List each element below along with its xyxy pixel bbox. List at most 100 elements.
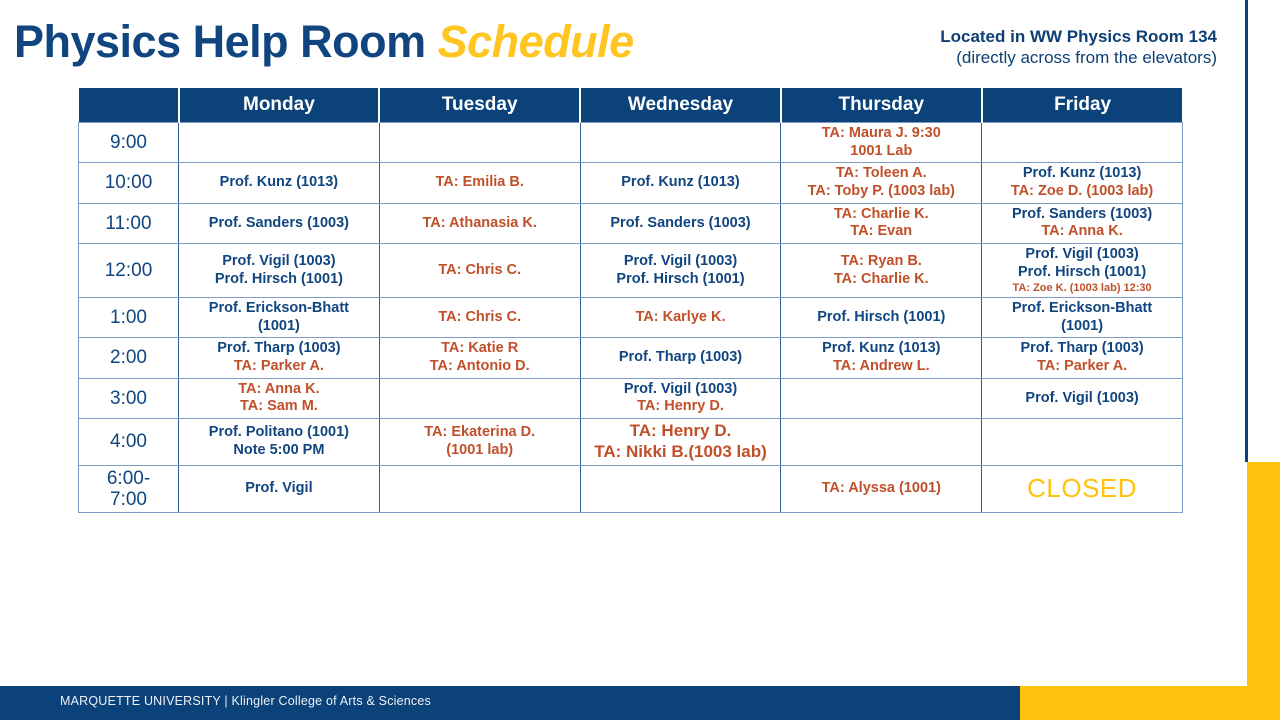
professor-entry: Prof. Sanders (1003) — [1011, 205, 1153, 222]
footer-bar — [0, 686, 1020, 720]
ta-entry: TA: Anna K. — [1041, 223, 1123, 240]
cell-lines: TA: Chris C. — [384, 309, 576, 327]
schedule-body: 9:00 TA: Maura J. 9:30 1001 Lab 10:00 Prof… — [78, 121, 1183, 514]
professor-entry: Prof. Kunz (1013) — [219, 174, 339, 191]
schedule-cell-monday-3: Prof. Vigil (1003) Prof. Hirsch (1001) — [178, 243, 380, 298]
ta-entry: TA: Maura J. 9:30 — [821, 125, 941, 141]
cell-lines: Prof. Tharp (1003) TA: Parker A. — [986, 340, 1178, 375]
professor-entry: Prof. Kunz (1013) — [1022, 165, 1142, 182]
schedule-cell-tuesday-8 — [378, 464, 581, 514]
table-row: 1:00 Prof. Erickson-Bhatt (1001) TA: Chris … — [78, 296, 1183, 339]
page-title-accent: Schedule — [437, 16, 635, 67]
professor-entry: Prof. Sanders (1003) — [610, 214, 751, 231]
table-row: 3:00 TA: Anna K. TA: Sam M. Prof. Vigil (1… — [78, 377, 1183, 420]
professor-entry: Prof. Hirsch (1001) — [817, 308, 946, 325]
table-header-row: Monday Tuesday Wednesday Thursday Friday — [78, 88, 1183, 123]
column-header-thursday: Thursday — [779, 88, 982, 123]
footer-text: MARQUETTE UNIVERSITY | Klingler College … — [60, 694, 431, 708]
professor-entry: Prof. Hirsch (1001) — [214, 270, 343, 287]
time-label-cell: 6:00- 7:00 — [78, 464, 179, 514]
schedule-table: Monday Tuesday Wednesday Thursday Friday… — [78, 88, 1183, 514]
cell-lines — [183, 133, 375, 153]
schedule-cell-monday-4: Prof. Erickson-Bhatt (1001) — [178, 296, 380, 339]
cell-lines: Prof. Sanders (1003) — [183, 215, 375, 233]
schedule-cell-wednesday-3: Prof. Vigil (1003) Prof. Hirsch (1001) — [579, 243, 782, 298]
page-title: Physics Help Room Schedule — [14, 16, 634, 68]
schedule-cell-wednesday-4: TA: Karlye K. — [579, 296, 782, 339]
time-label-cell: 10:00 — [78, 162, 179, 204]
professor-entry: Prof. Kunz (1013) — [621, 174, 740, 191]
cell-lines: Prof. Vigil (1003) Prof. Hirsch (1001) — [585, 253, 777, 288]
schedule-cell-tuesday-7: TA: Ekaterina D. (1001 lab) — [378, 418, 581, 466]
schedule-cell-friday-4: Prof. Erickson-Bhatt (1001) — [981, 296, 1183, 339]
ta-entry: TA: Toleen A. — [835, 165, 927, 182]
schedule-cell-thursday-3: TA: Ryan B. TA: Charlie K. — [780, 243, 983, 298]
cell-lines: Prof. Hirsch (1001) — [785, 309, 977, 327]
cell-lines: Prof. Erickson-Bhatt (1001) — [986, 300, 1178, 335]
cell-lines — [785, 432, 977, 452]
professor-entry: Prof. Hirsch (1001) — [1018, 263, 1147, 280]
professor-entry: Prof. Tharp (1003) — [217, 340, 341, 357]
cell-lines: TA: Maura J. 9:30 1001 Lab — [785, 125, 977, 160]
cell-lines: TA: Katie R TA: Antonio D. — [384, 340, 576, 375]
table-row: 6:00- 7:00 Prof. Vigil TA: Alyssa (1001) CL… — [78, 464, 1183, 514]
schedule-cell-thursday-8: TA: Alyssa (1001) — [780, 464, 983, 514]
professor-entry: Note 5:00 PM — [233, 441, 325, 458]
column-header-friday: Friday — [980, 88, 1183, 123]
schedule-cell-thursday-4: Prof. Hirsch (1001) — [780, 296, 983, 339]
cell-lines: TA: Chris C. — [384, 262, 576, 280]
cell-lines — [785, 389, 977, 409]
table-row: 12:00 Prof. Vigil (1003) Prof. Hirsch (100… — [78, 243, 1183, 298]
schedule-cell-friday-8: CLOSED — [981, 464, 1183, 514]
ta-entry: TA: Zoe D. (1003 lab) — [1010, 183, 1154, 200]
ta-entry: TA: Ryan B. — [840, 252, 922, 269]
schedule-cell-thursday-1: TA: Toleen A. TA: Toby P. (1003 lab) — [780, 162, 983, 204]
cell-lines: TA: Toleen A. TA: Toby P. (1003 lab) — [785, 165, 977, 200]
ta-entry: TA: Antonio D. — [429, 357, 530, 374]
schedule-cell-friday-3: Prof. Vigil (1003) Prof. Hirsch (1001) TA:… — [981, 243, 1183, 298]
professor-entry: Prof. Sanders (1003) — [208, 214, 350, 231]
schedule-cell-tuesday-3: TA: Chris C. — [378, 243, 581, 298]
cell-lines: Prof. Sanders (1003) — [585, 215, 777, 233]
ta-entry: (1001 lab) — [446, 441, 514, 458]
time-label-cell: 12:00 — [78, 243, 179, 298]
schedule-cell-tuesday-0 — [378, 121, 581, 164]
footer-yellow-block — [1020, 686, 1280, 720]
schedule-cell-monday-7: Prof. Politano (1001) Note 5:00 PM — [178, 418, 380, 466]
cell-lines: Prof. Erickson-Bhatt (1001) — [183, 300, 375, 335]
ta-entry: 1001 Lab — [850, 142, 913, 159]
table-row: 11:00 Prof. Sanders (1003) TA: Athanasia K… — [78, 202, 1183, 245]
schedule-cell-friday-2: Prof. Sanders (1003) TA: Anna K. — [981, 202, 1183, 245]
cell-lines: Prof. Vigil (1003) — [986, 390, 1178, 408]
schedule-cell-wednesday-5: Prof. Tharp (1003) — [579, 337, 782, 379]
professor-entry: (1001) — [257, 317, 300, 334]
table-row: 10:00 Prof. Kunz (1013) TA: Emilia B. Prof.… — [78, 162, 1183, 204]
professor-entry: Prof. Erickson-Bhatt — [208, 299, 349, 316]
ta-entry: TA: Charlie K. — [833, 270, 929, 287]
cell-lines: TA: Henry D. TA: Nikki B.(1003 lab) — [585, 421, 777, 462]
ta-entry: TA: Nikki B.(1003 lab) — [594, 441, 767, 461]
ta-entry: TA: Henry D. — [637, 398, 724, 415]
ta-entry: TA: Chris C. — [438, 308, 522, 325]
professor-entry: Prof. Vigil (1003) — [222, 252, 336, 269]
cell-lines — [585, 479, 777, 499]
ta-entry: TA: Katie R — [441, 340, 519, 357]
schedule-cell-wednesday-0 — [579, 121, 782, 164]
professor-entry: Prof. Vigil (1003) — [1025, 389, 1139, 406]
cell-lines — [384, 479, 576, 499]
schedule-cell-wednesday-7: TA: Henry D. TA: Nikki B.(1003 lab) — [579, 418, 782, 466]
ta-entry: TA: Zoe K. (1003 lab) 12:30 — [1012, 281, 1152, 294]
time-label-cell: 3:00 — [78, 377, 179, 420]
time-label-cell: 11:00 — [78, 202, 179, 245]
schedule-cell-tuesday-6 — [378, 377, 581, 420]
schedule-cell-wednesday-1: Prof. Kunz (1013) — [579, 162, 782, 204]
cell-lines: TA: Anna K. TA: Sam M. — [183, 381, 375, 416]
professor-entry: Prof. Vigil (1003) — [1025, 246, 1139, 263]
page-header: Physics Help Room Schedule Located in WW… — [0, 0, 1245, 86]
cell-lines: Prof. Vigil — [183, 480, 375, 498]
cell-lines: TA: Charlie K. TA: Evan — [785, 206, 977, 241]
schedule-cell-thursday-7 — [780, 418, 983, 466]
time-label-cell: 9:00 — [78, 121, 179, 164]
schedule-cell-monday-5: Prof. Tharp (1003) TA: Parker A. — [178, 337, 380, 379]
ta-entry: TA: Athanasia K. — [422, 214, 537, 231]
